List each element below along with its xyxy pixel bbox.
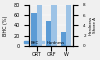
Bar [61,32,66,46]
Bar [51,0,57,46]
Legend: BHC, Hardness: BHC, Hardness [23,39,67,46]
Y-axis label: BHC (%): BHC (%) [3,15,8,36]
Bar [36,0,42,46]
Bar [31,12,36,46]
Bar [46,21,51,46]
Y-axis label: Hardness
Shore A: Hardness Shore A [89,16,97,35]
Bar [66,0,71,46]
